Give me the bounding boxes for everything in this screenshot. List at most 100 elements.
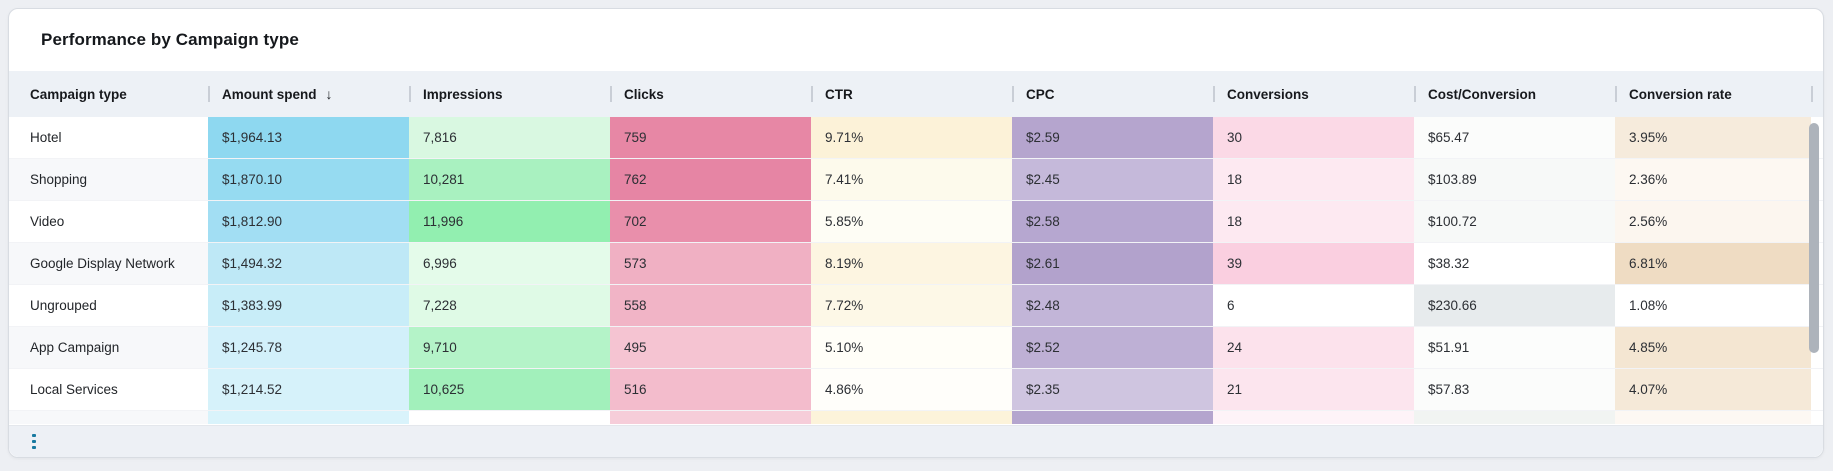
cell-impressions: 10,625 xyxy=(409,369,610,410)
cell-campaign-type xyxy=(9,411,208,424)
cell-cpc: $2.58 xyxy=(1012,201,1213,242)
cell-cpc: $2.52 xyxy=(1012,327,1213,368)
cell-cpc: $2.59 xyxy=(1012,117,1213,158)
cell-clicks xyxy=(610,411,811,424)
cell-amount-spend: $1,812.90 xyxy=(208,201,409,242)
column-header-conversions[interactable]: Conversions xyxy=(1213,71,1414,117)
scrollbar-thumb[interactable] xyxy=(1809,123,1819,353)
cell-clicks: 558 xyxy=(610,285,811,326)
cell-conversion-rate: 3.95% xyxy=(1615,117,1811,158)
performance-card: Performance by Campaign type Campaign ty… xyxy=(8,8,1824,458)
cell-ctr: 7.72% xyxy=(811,285,1012,326)
cell-amount-spend: $1,383.99 xyxy=(208,285,409,326)
cell-ctr: 4.86% xyxy=(811,369,1012,410)
cell-cost-per-conversion xyxy=(1414,411,1615,424)
table-row xyxy=(9,411,1823,424)
cell-amount-spend: $1,494.32 xyxy=(208,243,409,284)
cell-campaign-type: Video xyxy=(9,201,208,242)
cell-cost-per-conversion: $65.47 xyxy=(1414,117,1615,158)
cell-conversion-rate: 2.36% xyxy=(1615,159,1811,200)
card-title-row: Performance by Campaign type xyxy=(9,9,1823,71)
cell-ctr: 5.10% xyxy=(811,327,1012,368)
cell-conversions: 18 xyxy=(1213,201,1414,242)
cell-amount-spend: $1,964.13 xyxy=(208,117,409,158)
cell-ctr: 9.71% xyxy=(811,117,1012,158)
cell-conversion-rate: 6.81% xyxy=(1615,243,1811,284)
table-row: Ungrouped $1,383.99 7,228 558 7.72% $2.4… xyxy=(9,285,1823,327)
cell-impressions: 9,710 xyxy=(409,327,610,368)
cell-conversion-rate xyxy=(1615,411,1811,424)
cell-conversion-rate: 2.56% xyxy=(1615,201,1811,242)
column-header-label: Amount spend xyxy=(222,86,317,102)
column-header-label: Impressions xyxy=(423,86,503,102)
column-header-label: Conversion rate xyxy=(1629,86,1732,102)
cell-impressions: 10,281 xyxy=(409,159,610,200)
cell-impressions: 7,816 xyxy=(409,117,610,158)
table-row: Video $1,812.90 11,996 702 5.85% $2.58 1… xyxy=(9,201,1823,243)
table-header: Campaign type Amount spend ↓ Impressions… xyxy=(9,71,1823,117)
cell-campaign-type: Shopping xyxy=(9,159,208,200)
cell-cost-per-conversion: $57.83 xyxy=(1414,369,1615,410)
cell-conversions: 6 xyxy=(1213,285,1414,326)
cell-ctr: 5.85% xyxy=(811,201,1012,242)
cell-cpc: $2.45 xyxy=(1012,159,1213,200)
cell-conversions: 39 xyxy=(1213,243,1414,284)
table-row: Local Services $1,214.52 10,625 516 4.86… xyxy=(9,369,1823,411)
table-row: App Campaign $1,245.78 9,710 495 5.10% $… xyxy=(9,327,1823,369)
cell-amount-spend: $1,245.78 xyxy=(208,327,409,368)
cell-cpc: $2.61 xyxy=(1012,243,1213,284)
cell-ctr: 7.41% xyxy=(811,159,1012,200)
column-header-ctr[interactable]: CTR xyxy=(811,71,1012,117)
table-body: Hotel $1,964.13 7,816 759 9.71% $2.59 30… xyxy=(9,117,1823,424)
cell-ctr: 8.19% xyxy=(811,243,1012,284)
sort-descending-icon: ↓ xyxy=(325,86,333,102)
cell-clicks: 762 xyxy=(610,159,811,200)
cell-cost-per-conversion: $103.89 xyxy=(1414,159,1615,200)
column-header-impressions[interactable]: Impressions xyxy=(409,71,610,117)
cell-impressions xyxy=(409,411,610,424)
table-row: Google Display Network $1,494.32 6,996 5… xyxy=(9,243,1823,285)
column-header-label: Clicks xyxy=(624,86,664,102)
cell-cost-per-conversion: $230.66 xyxy=(1414,285,1615,326)
table-footer-bar xyxy=(9,425,1823,457)
row-gutter xyxy=(1811,369,1823,410)
cell-clicks: 702 xyxy=(610,201,811,242)
table-row: Shopping $1,870.10 10,281 762 7.41% $2.4… xyxy=(9,159,1823,201)
column-header-campaign-type[interactable]: Campaign type xyxy=(9,71,208,117)
column-header-label: CPC xyxy=(1026,86,1055,102)
cell-campaign-type: Local Services xyxy=(9,369,208,410)
cell-cost-per-conversion: $100.72 xyxy=(1414,201,1615,242)
cell-conversion-rate: 4.07% xyxy=(1615,369,1811,410)
column-header-cpc[interactable]: CPC xyxy=(1012,71,1213,117)
column-header-cost-per-conversion[interactable]: Cost/Conversion xyxy=(1414,71,1615,117)
vertical-ellipsis-icon[interactable] xyxy=(28,430,40,454)
cell-conversions: 21 xyxy=(1213,369,1414,410)
column-header-conversion-rate[interactable]: Conversion rate xyxy=(1615,71,1811,117)
header-gutter xyxy=(1811,71,1823,117)
cell-cpc xyxy=(1012,411,1213,424)
cell-cost-per-conversion: $51.91 xyxy=(1414,327,1615,368)
cell-amount-spend: $1,214.52 xyxy=(208,369,409,410)
column-header-amount-spend[interactable]: Amount spend ↓ xyxy=(208,71,409,117)
cell-impressions: 6,996 xyxy=(409,243,610,284)
cell-amount-spend: $1,870.10 xyxy=(208,159,409,200)
card-title: Performance by Campaign type xyxy=(41,30,299,49)
cell-clicks: 759 xyxy=(610,117,811,158)
cell-clicks: 573 xyxy=(610,243,811,284)
cell-cpc: $2.48 xyxy=(1012,285,1213,326)
cell-ctr xyxy=(811,411,1012,424)
cell-conversion-rate: 4.85% xyxy=(1615,327,1811,368)
cell-conversions: 30 xyxy=(1213,117,1414,158)
cell-clicks: 495 xyxy=(610,327,811,368)
cell-conversions: 24 xyxy=(1213,327,1414,368)
cell-impressions: 11,996 xyxy=(409,201,610,242)
cell-conversions xyxy=(1213,411,1414,424)
cell-amount-spend xyxy=(208,411,409,424)
cell-campaign-type: App Campaign xyxy=(9,327,208,368)
cell-cost-per-conversion: $38.32 xyxy=(1414,243,1615,284)
cell-conversions: 18 xyxy=(1213,159,1414,200)
column-header-clicks[interactable]: Clicks xyxy=(610,71,811,117)
cell-campaign-type: Ungrouped xyxy=(9,285,208,326)
cell-cpc: $2.35 xyxy=(1012,369,1213,410)
column-header-label: Conversions xyxy=(1227,86,1309,102)
